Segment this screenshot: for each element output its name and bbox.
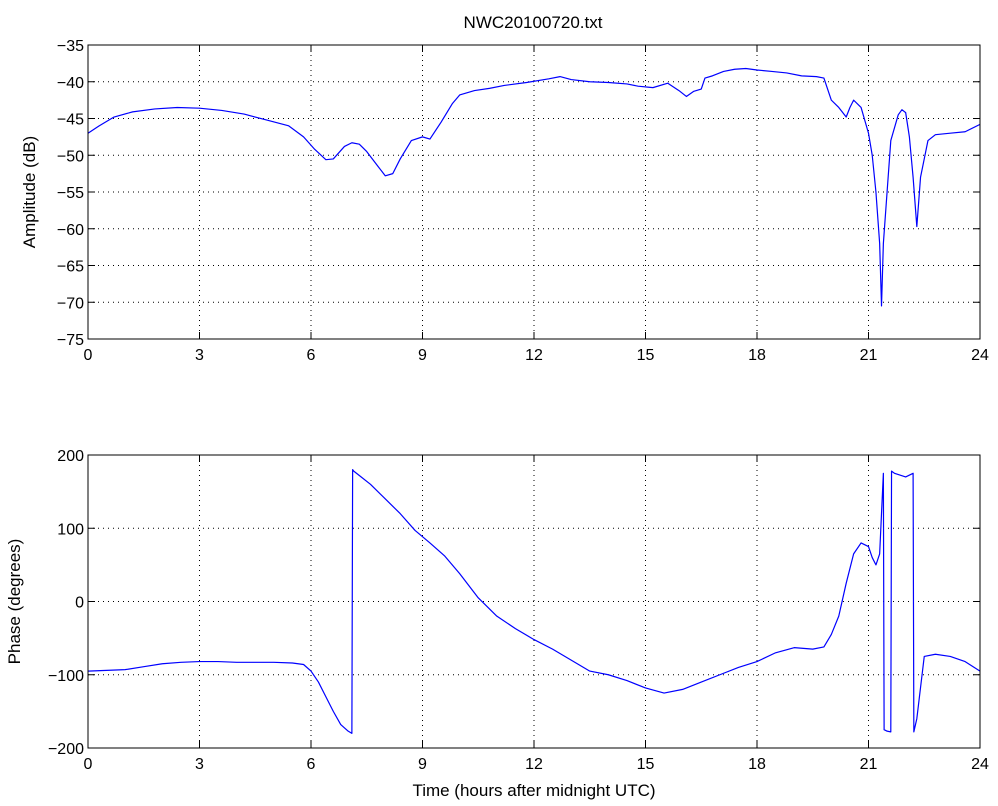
y-tick-label: −50 (57, 148, 84, 165)
x-tick-label: 0 (84, 347, 93, 364)
phase-panel: 0 3 6 9 12 15 18 21 24 −200 −100 0 100 200 Phase (degr… (5, 448, 989, 800)
x-tick-label: 6 (307, 347, 316, 364)
x-tick-label: 18 (748, 347, 766, 364)
y-tick-label: 200 (57, 448, 84, 465)
x-tick-label: 3 (195, 347, 204, 364)
y-tick-label: −65 (57, 259, 84, 276)
y-tick-label: −100 (48, 668, 84, 685)
phase-panel-series-line (87, 469, 981, 734)
y-tick-label: −55 (57, 185, 84, 202)
x-tick-label: 3 (195, 756, 204, 773)
x-tick-label: 24 (971, 756, 989, 773)
x-tick-label: 0 (84, 756, 93, 773)
x-tick-label: 18 (748, 756, 766, 773)
y-tick-label: −75 (57, 332, 84, 349)
x-tick-label: 15 (637, 756, 655, 773)
y-tick-label: −70 (57, 295, 84, 312)
y-tick-label: −200 (48, 741, 84, 758)
x-tick-label: 21 (860, 756, 878, 773)
y-tick-label: −45 (57, 112, 84, 129)
x-axis-label: Time (hours after midnight UTC) (412, 781, 655, 800)
y-tick-label: −60 (57, 222, 84, 239)
y-axis-label: Phase (degrees) (5, 539, 24, 665)
x-tick-label: 15 (637, 347, 655, 364)
x-tick-label: 12 (525, 347, 543, 364)
x-tick-label: 24 (971, 347, 989, 364)
x-tick-label: 12 (525, 756, 543, 773)
amplitude-panel-series-line (87, 67, 981, 307)
x-tick-label: 9 (418, 347, 427, 364)
x-tick-label: 9 (418, 756, 427, 773)
x-tick-label: 21 (860, 347, 878, 364)
y-tick-label: 100 (57, 521, 84, 538)
y-tick-label: −35 (57, 38, 84, 55)
x-tick-label: 6 (307, 756, 316, 773)
y-tick-label: 0 (75, 595, 84, 612)
y-tick-label: −40 (57, 75, 84, 92)
amplitude-panel: 0 3 6 9 12 15 18 21 24 −75 −70 −65 −60 −55 −50 −45 −40 −3… (20, 38, 989, 364)
y-axis-label: Amplitude (dB) (20, 136, 39, 248)
chart-title: NWC20100720.txt (464, 13, 603, 32)
